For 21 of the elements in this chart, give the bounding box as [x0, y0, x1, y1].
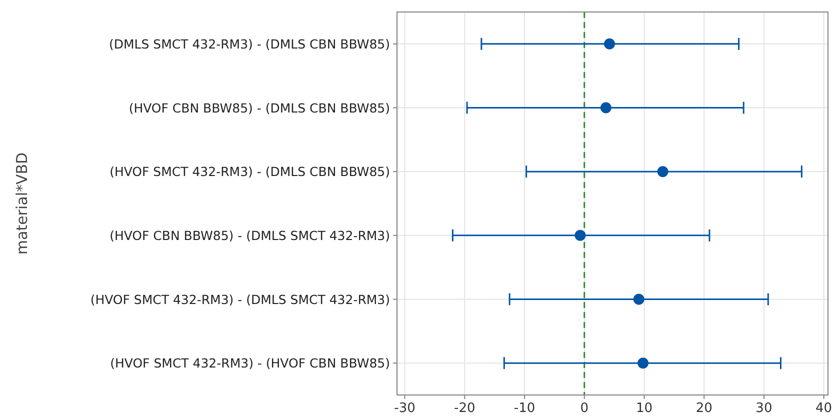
point — [600, 102, 612, 114]
y-tick-label: (HVOF SMCT 432-RM3) - (DMLS CBN BBW85) — [110, 164, 390, 180]
point — [574, 230, 586, 241]
point — [657, 166, 668, 178]
x-tick-label: 20 — [696, 401, 712, 416]
point — [604, 38, 616, 50]
y-tick-label: (HVOF SMCT 432-RM3) - (HVOF CBN BBW85) — [110, 356, 390, 371]
x-tick-label: -30 — [394, 401, 416, 416]
y-tick-label: (HVOF SMCT 432-RM3) - (DMLS SMCT 432-RM3) — [90, 292, 390, 307]
x-tick-label: 0 — [580, 401, 589, 416]
y-tick-label: (HVOF CBN BBW85) - (DMLS SMCT 432-RM3) — [110, 228, 390, 243]
x-tick-label: 40 — [816, 401, 832, 416]
y-axis-title: material*VBD — [13, 152, 31, 255]
y-tick-label: (DMLS SMCT 432-RM3) - (DMLS CBN BBW85) — [109, 36, 390, 52]
x-tick-label: -10 — [514, 401, 536, 416]
x-tick-label: 10 — [636, 401, 652, 416]
point — [638, 358, 649, 369]
y-tick-label: (HVOF CBN BBW85) - (DMLS CBN BBW85) — [128, 100, 390, 116]
x-tick-label: -20 — [454, 401, 476, 416]
x-tick-label: 30 — [756, 401, 772, 416]
point — [633, 294, 644, 305]
